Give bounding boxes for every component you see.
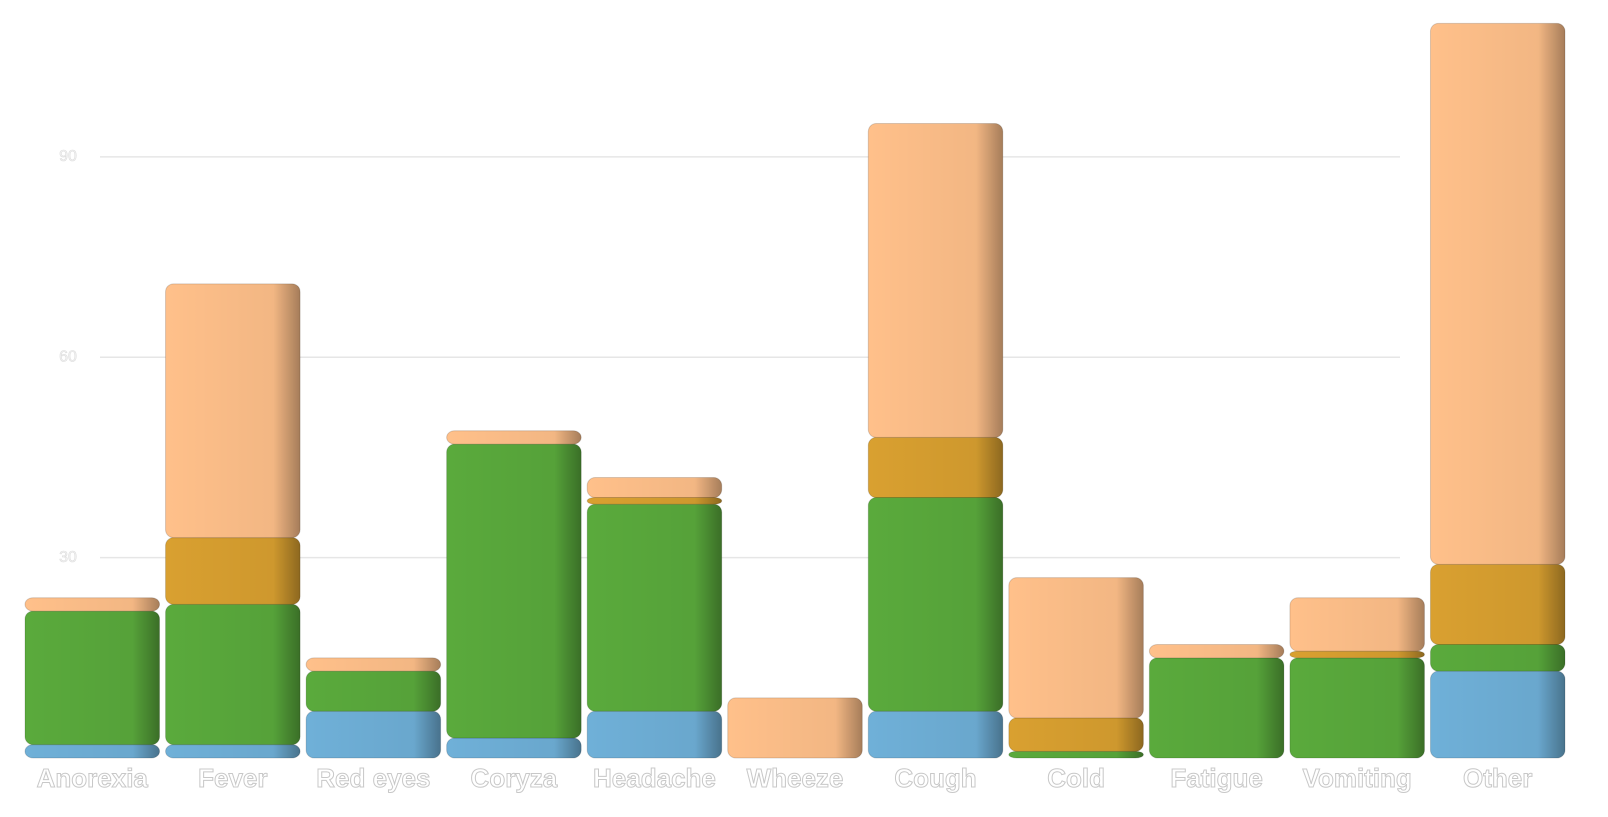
bar-shade <box>1008 751 1144 758</box>
bar-shade <box>727 697 863 758</box>
x-tick-label: Fever <box>198 763 267 793</box>
bar-shade <box>868 123 1003 438</box>
bar-shade <box>868 711 1003 758</box>
bar-shade <box>1008 577 1144 718</box>
bar-shade <box>25 597 160 612</box>
bar-shade <box>446 737 582 758</box>
x-tick-label: Coryza <box>471 763 558 793</box>
bar-shade <box>306 671 441 712</box>
bar-shade <box>446 430 582 445</box>
bar-shade <box>446 444 582 738</box>
bar-shade <box>1289 597 1425 652</box>
bar-shade <box>1430 23 1565 565</box>
x-tick-label: Cold <box>1047 763 1105 793</box>
bar-shade <box>587 711 722 758</box>
bar-shade <box>587 504 722 712</box>
bar-shade <box>1289 651 1425 658</box>
bar-shade <box>868 437 1003 498</box>
bar-shade <box>587 497 722 505</box>
bar-shade <box>306 657 441 672</box>
x-tick-label: Headache <box>593 763 716 793</box>
y-tick-label: 30 <box>59 549 77 566</box>
bar-shade <box>165 744 301 758</box>
x-tick-label: Cough <box>894 763 976 793</box>
bar-shade <box>868 497 1003 712</box>
bar-shade <box>165 537 301 605</box>
bar-shade <box>587 477 722 498</box>
x-tick-label: Anorexia <box>37 763 149 793</box>
x-tick-label: Vomiting <box>1303 763 1412 793</box>
bar-shade <box>1289 657 1425 758</box>
bar-shade <box>1008 717 1144 752</box>
bar-shade <box>306 711 441 758</box>
bar-shade <box>1430 671 1565 758</box>
x-tick-label: Red eyes <box>316 763 430 793</box>
bar-shade <box>165 604 301 745</box>
bar-shade <box>25 611 160 745</box>
x-tick-label: Other <box>1463 763 1532 793</box>
x-tick-label: Fatigue <box>1170 763 1262 793</box>
y-tick-label: 60 <box>59 349 77 366</box>
bar-shade <box>1149 657 1284 758</box>
bar-shade <box>1149 644 1284 658</box>
bar-shade <box>165 283 301 538</box>
y-tick-label: 90 <box>59 148 77 165</box>
x-tick-label: Wheeze <box>747 763 844 793</box>
bar-shade <box>25 744 160 758</box>
bar-shade <box>1430 564 1565 645</box>
bar-shade <box>1430 644 1565 672</box>
